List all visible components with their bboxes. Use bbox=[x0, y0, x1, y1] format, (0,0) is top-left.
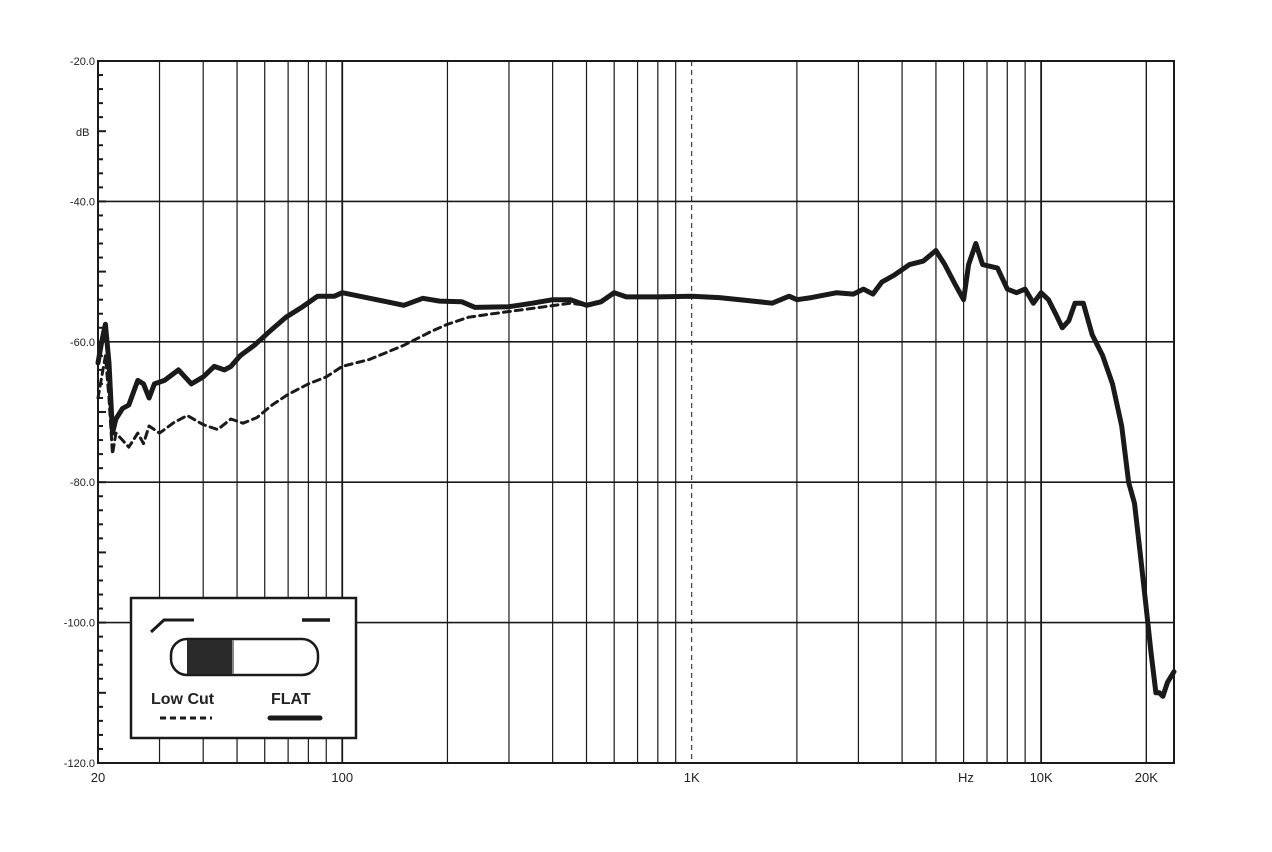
x-tick-label: 20K bbox=[1135, 770, 1158, 785]
x-tick-label: 10K bbox=[1030, 770, 1053, 785]
legend-label-flat: FLAT bbox=[271, 691, 311, 708]
x-axis-unit-label: Hz bbox=[958, 770, 974, 785]
y-tick-label: -80.0 bbox=[70, 477, 95, 489]
y-tick-label: -120.0 bbox=[64, 758, 95, 770]
y-tick-label: -20.0 bbox=[70, 56, 95, 68]
switch-knob bbox=[187, 640, 233, 674]
x-axis: 20 100 1K 10K 20K bbox=[91, 770, 1158, 785]
series-layer bbox=[95, 241, 1177, 699]
plot-frame bbox=[97, 60, 1175, 764]
y-tick-label: -60.0 bbox=[70, 337, 95, 349]
x-tick-label: 100 bbox=[331, 770, 353, 785]
legend: Low Cut FLAT bbox=[129, 596, 358, 740]
series-line-low-cut bbox=[96, 291, 694, 456]
x-tick-label: 20 bbox=[91, 770, 105, 785]
low-cut-curve-symbol bbox=[149, 618, 194, 634]
y-tick-label: -100.0 bbox=[64, 618, 95, 630]
x-tick-label: 1K bbox=[684, 770, 700, 785]
series-line-flat bbox=[95, 241, 1177, 699]
y-axis-unit-label: dB bbox=[76, 127, 89, 139]
legend-label-low-cut: Low Cut bbox=[151, 691, 215, 708]
y-tick-label: -40.0 bbox=[70, 196, 95, 208]
y-axis: -20.0 -40.0 -60.0 -80.0 -100.0 -120.0 bbox=[64, 56, 106, 770]
